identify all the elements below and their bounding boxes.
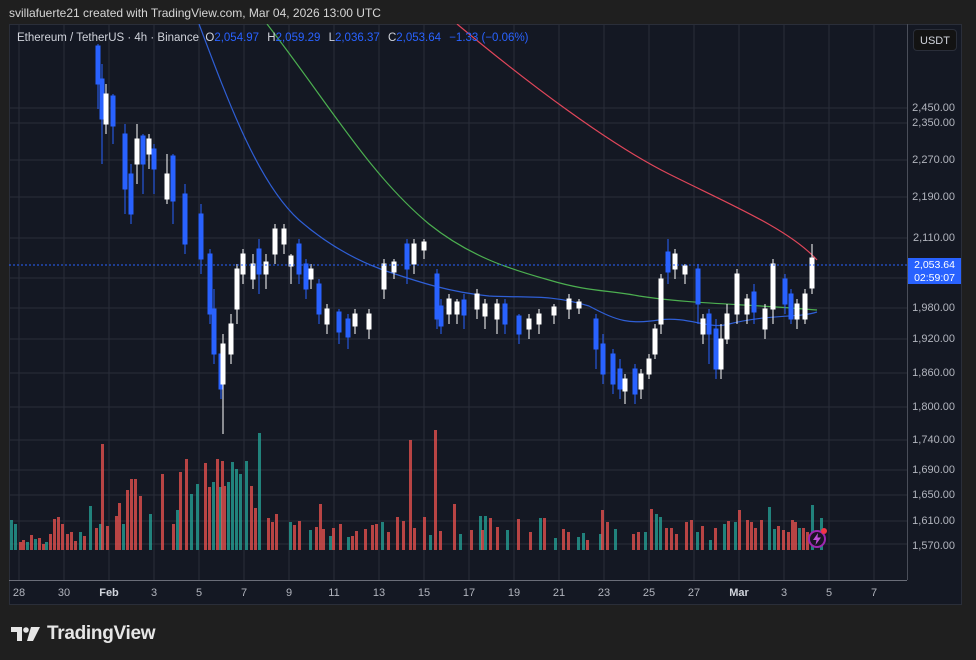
price-tick: 1,650.00 (912, 489, 955, 501)
time-tick: 13 (372, 587, 386, 599)
time-tick-month: Mar (729, 587, 749, 599)
ma-slow-line (456, 24, 818, 261)
last-price-badge: 2,053.64 02:59:07 (908, 258, 961, 284)
price-tick: 1,860.00 (912, 367, 955, 379)
open-value: 2,054.97 (214, 32, 260, 44)
volume-histogram (10, 430, 823, 550)
time-tick: 5 (825, 587, 833, 599)
ma-mid-line (266, 24, 818, 311)
price-axis[interactable]: 2,450.00 2,350.00 2,270.00 2,190.00 2,11… (907, 24, 963, 580)
time-tick: 5 (195, 587, 203, 599)
tradingview-logo: TradingView (11, 623, 156, 645)
time-tick-month: Feb (99, 587, 119, 599)
open-label: O (205, 32, 215, 44)
logo-text: TradingView (47, 623, 156, 644)
lightning-bolt-icon (813, 533, 821, 545)
time-tick: 7 (240, 587, 248, 599)
change-value: −1.33 (−0.06%) (449, 32, 529, 44)
time-tick: 23 (597, 587, 611, 599)
high-label: H (267, 32, 276, 44)
price-tick: 1,610.00 (912, 515, 955, 527)
price-tick: 2,450.00 (912, 102, 955, 114)
price-tick: 1,690.00 (912, 464, 955, 476)
horizontal-grid (9, 107, 907, 545)
candlesticks (95, 44, 815, 434)
vertical-grid (18, 24, 875, 580)
time-tick: 17 (462, 587, 476, 599)
price-tick: 1,800.00 (912, 401, 955, 413)
time-tick: 11 (328, 587, 340, 599)
close-value: 2,053.64 (396, 32, 442, 44)
price-tick: 2,190.00 (912, 191, 955, 203)
last-price-value: 2,053.64 (914, 259, 955, 271)
time-tick: 3 (150, 587, 158, 599)
price-tick: 2,110.00 (912, 232, 955, 244)
time-tick: 7 (870, 587, 878, 599)
high-value: 2,059.29 (275, 32, 321, 44)
price-tick: 2,350.00 (912, 117, 955, 129)
price-tick: 1,920.00 (912, 333, 955, 345)
low-value: 2,036.37 (334, 32, 380, 44)
price-tick: 1,740.00 (912, 434, 955, 446)
time-tick: 28 (12, 587, 26, 599)
time-axis[interactable]: 28 30 Feb 3 5 7 9 11 13 15 17 19 21 23 2… (9, 580, 907, 606)
ohlc-legend: Ethereum / TetherUS · 4h · Binance O2,05… (17, 32, 529, 44)
price-tick: 1,980.00 (912, 302, 955, 314)
alert-bolt-button[interactable] (808, 530, 826, 548)
time-tick: 9 (285, 587, 293, 599)
price-tick: 1,570.00 (912, 540, 955, 552)
tradingview-logo-icon (11, 627, 40, 641)
bar-countdown: 02:59:07 (914, 271, 955, 284)
currency-button[interactable]: USDT (913, 29, 957, 51)
close-label: C (387, 32, 397, 44)
low-label: L (328, 32, 335, 44)
ma-fast-line (198, 24, 818, 327)
price-chart-plot[interactable] (9, 24, 907, 580)
time-tick: 3 (780, 587, 788, 599)
time-tick: 19 (507, 587, 521, 599)
time-tick: 27 (687, 587, 701, 599)
time-tick: 25 (642, 587, 656, 599)
chart-attribution: svillafuerte21 created with TradingView.… (9, 6, 381, 20)
time-tick: 30 (57, 587, 71, 599)
notification-dot-icon (821, 528, 827, 534)
time-tick: 15 (417, 587, 431, 599)
symbol-label[interactable]: Ethereum / TetherUS · 4h · Binance (17, 32, 199, 44)
time-tick: 21 (552, 587, 566, 599)
price-tick: 2,270.00 (912, 154, 955, 166)
